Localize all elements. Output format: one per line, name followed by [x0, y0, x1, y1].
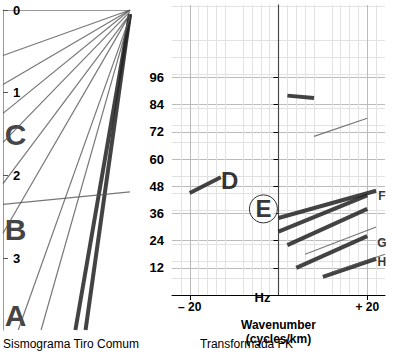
svg-text:E: E [255, 195, 271, 222]
svg-text:96: 96 [150, 70, 164, 85]
svg-text:Hz: Hz [255, 290, 271, 305]
svg-text:A: A [4, 299, 27, 333]
svg-text:D: D [221, 167, 238, 194]
svg-text:1: 1 [13, 85, 20, 100]
svg-text:48: 48 [150, 179, 164, 194]
svg-text:F: F [378, 189, 385, 203]
svg-text:C: C [5, 118, 27, 151]
svg-text:84: 84 [150, 97, 165, 112]
svg-text:Wavenumber: Wavenumber [241, 318, 316, 332]
svg-text:72: 72 [150, 124, 164, 139]
svg-text:24: 24 [150, 233, 165, 248]
svg-text:Sismograma Tiro Comum: Sismograma Tiro Comum [3, 337, 139, 351]
svg-text:60: 60 [150, 152, 164, 167]
svg-text:+ 20: + 20 [355, 300, 379, 314]
svg-text:12: 12 [150, 260, 164, 275]
svg-text:36: 36 [150, 206, 164, 221]
svg-text:H: H [378, 255, 387, 269]
svg-text:G: G [377, 236, 386, 250]
svg-text:0: 0 [13, 3, 20, 18]
svg-text:B: B [5, 213, 27, 246]
svg-text:– 20: – 20 [178, 300, 202, 314]
svg-text:3: 3 [13, 251, 20, 266]
svg-text:(cycles/km): (cycles/km) [246, 332, 311, 346]
svg-text:2: 2 [13, 168, 20, 183]
